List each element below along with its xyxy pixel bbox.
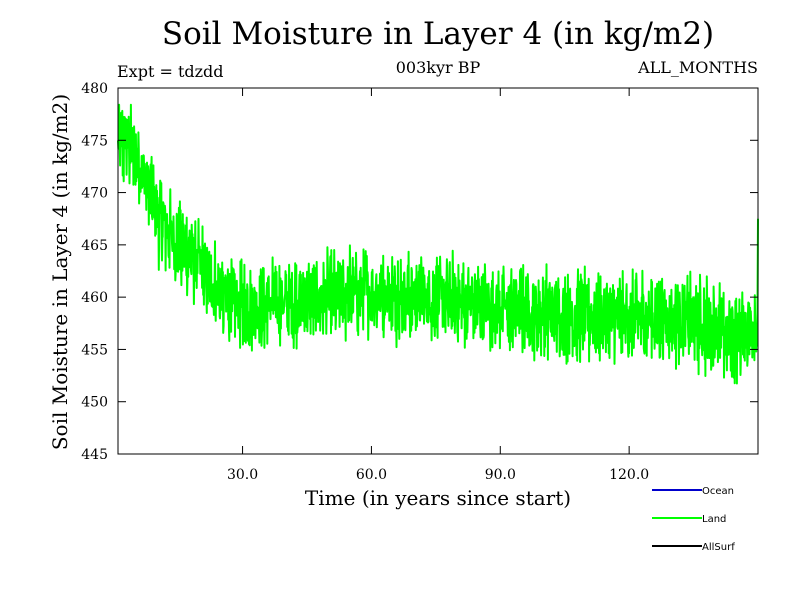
x-axis-label: Time (in years since start) (304, 486, 572, 510)
ticks-layer: 445 450 455 460 465 470 475 480 30.0 60.0 90.0 120.… (81, 81, 758, 483)
y-tick-label: 470 (81, 186, 108, 202)
x-tick-label: 120.0 (609, 467, 649, 483)
y-tick-label: 450 (81, 395, 108, 411)
x-tick-label: 30.0 (227, 467, 258, 483)
series-layer (117, 103, 759, 385)
x-tick-label: 60.0 (356, 467, 387, 483)
plot-frame (117, 87, 759, 455)
chart-subtitle: 003kyr BP (395, 58, 481, 77)
y-tick-label: 465 (81, 238, 108, 254)
y-tick-label: 445 (81, 447, 108, 463)
y-tick-label: 455 (81, 342, 108, 358)
months-label: ALL_MONTHS (638, 58, 758, 77)
y-tick-label: 475 (81, 133, 108, 149)
legend-label-ocean: Ocean (702, 486, 734, 497)
y-axis-label: Soil Moisture in Layer 4 (in kg/m2) (48, 93, 72, 451)
legend-label-land: Land (702, 514, 726, 525)
legend: Ocean Land AllSurf (652, 486, 735, 553)
experiment-label: Expt = tdzdd (117, 62, 224, 81)
y-tick-label: 480 (81, 81, 108, 97)
legend-label-allsurf: AllSurf (702, 542, 735, 553)
x-tick-label: 90.0 (485, 467, 516, 483)
series-line-land (117, 103, 759, 385)
y-tick-label: 460 (81, 290, 108, 306)
chart-title: Soil Moisture in Layer 4 (in kg/m2) (161, 16, 715, 52)
